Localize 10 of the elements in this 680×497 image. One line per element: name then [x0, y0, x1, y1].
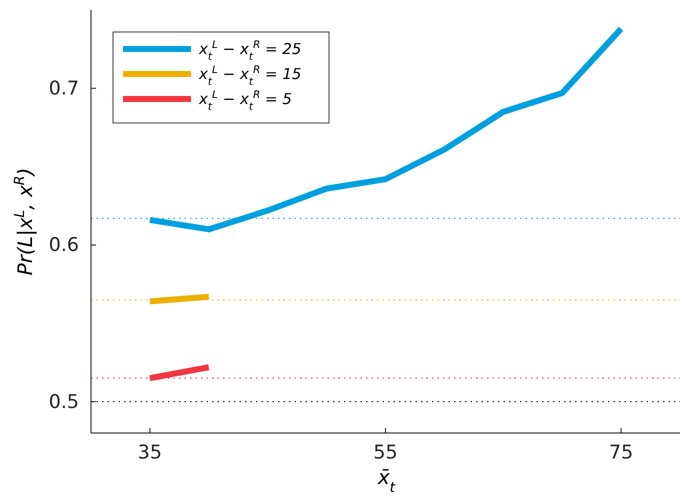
x-tick-label: 55	[373, 441, 398, 464]
y-tick-label: 0.5	[48, 390, 79, 413]
legend-label: x$_{t}$$^{L}$ − x$_{t}$$^{R}$ = 25	[198, 39, 302, 63]
legend-label: x$_{t}$$^{L}$ − x$_{t}$$^{R}$ = 15	[198, 64, 302, 88]
x-tick-label: 35	[138, 441, 162, 464]
legend-label: x$_{t}$$^{L}$ − x$_{t}$$^{R}$ = 5	[198, 89, 292, 113]
x-tick-label: 75	[609, 441, 634, 464]
y-tick-label: 0.7	[48, 77, 79, 100]
x-axis-title: x̄$_{t}$	[376, 465, 396, 496]
y-tick-label: 0.6	[48, 234, 79, 256]
